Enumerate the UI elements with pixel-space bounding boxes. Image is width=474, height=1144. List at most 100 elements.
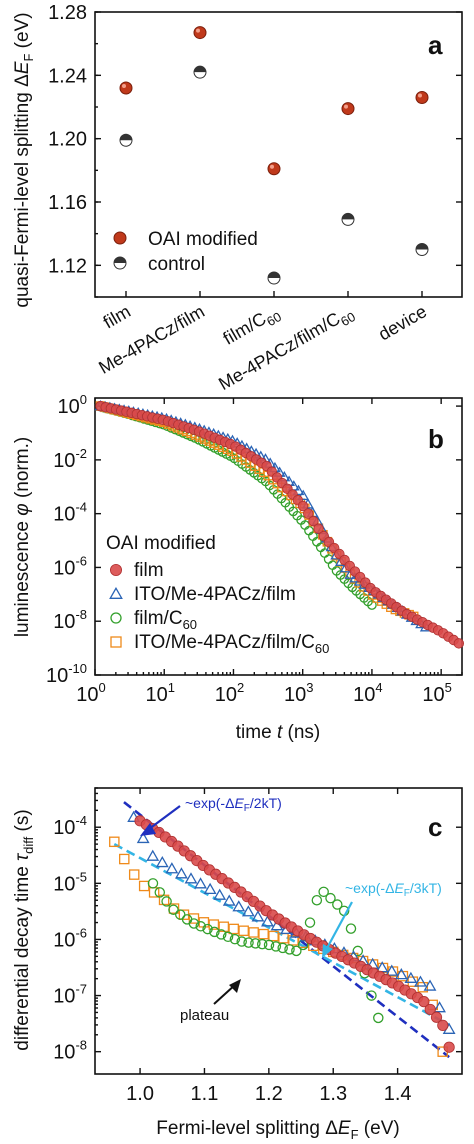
panel-b-legend-marker-ito-me-4pacz-film [109,586,123,599]
panel-c-point-film-c60 [270,941,282,952]
panel-c-point-film-c60 [291,945,302,957]
panel-c-y-axis-label: differential decay time τdiff (s) [12,809,36,1050]
panel-b-point-ito-me-4pacz-film [297,489,310,501]
panel-c-point-ito-me-4pacz-film [222,894,236,906]
panel-c-point-ito-me-4pacz-film-c60 [109,836,120,848]
panel-c-point-ito-me-4pacz-film [165,862,179,874]
panel-b-legend-title: OAI modified [106,533,216,554]
panel-c-point-film-c60 [373,1012,384,1024]
panel-b-legend-marker-film [110,564,123,577]
panel-c-point-ito-me-4pacz-film-c60 [218,921,230,933]
panel-c-label: c [428,812,442,842]
panel-c-series-film-c60 [147,878,384,1024]
panel-a-y-tick-label: 1.12 [48,255,87,277]
panel-a-y-ticks: 1.12 1.16 1.20 1.24 1.28 [48,2,462,298]
oai-modified-dot [415,91,429,104]
panel-c-point-film-c60 [195,921,206,932]
panel-c-point-film [424,1003,436,1016]
control-point-film-c60 [267,271,281,285]
panel-c-x-axis-label: Fermi-level splitting ΔEF (eV) [156,1118,399,1142]
control-point-me-4pacz-film-fill [194,66,206,73]
oai-modified-highlight [122,84,126,88]
panel-b-y-tick-label: 100 [58,392,87,418]
panel-c-x-tick-label: 1.0 [126,1083,154,1105]
panel-a-label: a [428,30,443,60]
panel-b-x-tick-label: 102 [215,680,244,706]
panel-b-frame [94,397,463,676]
panel-c-point-film-c60 [345,923,357,934]
panel-c-point-film-c60 [250,938,261,949]
control-point-device [415,243,429,256]
panel-b-y-tick-label: 10-6 [53,553,87,579]
panel-c-point-film-c60 [332,899,343,910]
panel-b-point-film [453,638,465,649]
panel-c-point-ito-me-4pacz-film-c60 [238,925,249,937]
panel-c-series-film [134,815,455,1053]
panel-c-y-tick-label: 10-8 [53,1038,87,1064]
panel-c-point-ito-me-4pacz-film [213,888,227,900]
oai-modified-dot [267,162,281,176]
panel-b-y-tick-label: 10-4 [53,500,87,526]
panel-b-marks [94,399,465,649]
panel-b-y-tick-label: 10-10 [46,661,87,687]
panel-b-x-tick-label: 105 [422,680,451,706]
panel-c-point-film-c60 [147,878,159,889]
panel-c-point-film-c60 [215,929,227,940]
oai-modified-highlight [270,164,274,169]
panel-b-series-film [95,400,465,649]
annotation-3kT-label: ~exp(-ΔEF/3kT) [345,880,442,899]
panel-c-point-ito-me-4pacz-film-c60 [417,981,429,993]
panel-c-point-film-c60 [277,942,288,954]
control-point-me-4pacz-film-c60 [341,212,355,226]
panel-c-point-ito-me-4pacz-film-c60 [268,930,279,942]
panel-c-point-film-c60 [229,933,241,945]
legend-marker-control [113,256,127,270]
panel-c-x-tick-label: 1.3 [319,1083,347,1105]
panel-c-fit-lines [113,801,450,1059]
panel-c-point-film [437,1019,449,1031]
panel-b-legend: OAI modified film ITO/Me-4PACz/film film/C… [106,533,329,656]
panel-a-category-label-me-4pacz-film-c60: Me-4PACz/film/C60 [215,301,358,397]
panel-c-point-ito-me-4pacz-film [270,919,284,931]
legend-label-control: control [148,254,205,275]
panel-c-point-ito-me-4pacz-film-c60 [138,880,150,892]
panel-b-legend-marker-ito-me-4pacz-film-c60 [110,636,122,648]
panel-b-point-film [308,515,319,527]
control-point-film-c60-fill [268,272,280,278]
panel-c-point-film-c60 [154,887,166,898]
annotation-2kT-label: ~exp(-ΔEF/2kT) [185,795,282,814]
panel-c-marks [109,810,456,1057]
panel-c-point-ito-me-4pacz-film [385,964,399,976]
panel-b-legend-label-film: film [134,560,164,581]
panel-c-point-film [430,1011,443,1023]
panel-c-x-ticks: 1.0 1.1 1.2 1.3 1.4 [126,788,412,1105]
panel-b-legend-label-ito-me-4pacz-film-c60: ITO/Me-4PACz/film/C60 [134,632,329,656]
panel-c-point-ito-me-4pacz-film [433,1001,446,1013]
panel-c-point-ito-me-4pacz-film-c60 [248,927,259,938]
panel-b: 100 10-2 10-4 10-6 10-8 10-10 100 101 102 103 104… [12,392,465,743]
panel-c-point-ito-me-4pacz-film [155,855,169,868]
panel-b-point-film-c60 [367,600,377,610]
panel-a-legend: OAI modified control [113,229,258,275]
panel-b-x-tick-label: 103 [284,680,313,706]
panel-c-point-ito-me-4pacz-film [414,975,427,987]
control-point-film [119,133,133,147]
panel-c-x-tick-label: 1.4 [384,1083,412,1105]
panel-b-y-tick-label: 10-8 [53,607,87,633]
panel-b-y-tick-label: 10-2 [53,446,87,472]
panel-a-y-tick-label: 1.16 [48,192,87,214]
panel-c-point-ito-me-4pacz-film-c60 [228,923,239,935]
panel-c-y-tick-label: 10-7 [53,982,87,1008]
panel-c-point-film-c60 [202,923,213,935]
panel-c-y-tick-label: 10-4 [53,813,87,839]
panel-c-point-film-c60 [256,938,268,950]
panel-c-frame [94,787,463,1075]
fit-line-exp-e-f-2kt [123,801,450,1059]
oai-modified-point-film-c60 [267,162,281,176]
panel-c-point-ito-me-4pacz-film-c60 [119,853,130,865]
panel-c-point-ito-me-4pacz-film [261,915,274,927]
panel-c-point-ito-me-4pacz-film [184,872,198,884]
panel-b-x-ticks: 100 101 102 103 104 105 [76,398,463,706]
